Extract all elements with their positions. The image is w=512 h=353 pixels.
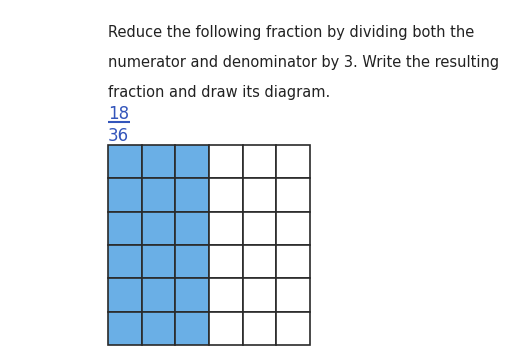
Bar [276, 312, 310, 345]
Text: 36: 36 [108, 127, 129, 145]
Bar [108, 245, 142, 278]
Bar [243, 245, 276, 278]
Bar [175, 245, 209, 278]
Bar [209, 312, 243, 345]
Text: numerator and denominator by 3. Write the resulting: numerator and denominator by 3. Write th… [108, 55, 499, 70]
Bar [108, 278, 142, 312]
Bar [276, 278, 310, 312]
Bar [243, 312, 276, 345]
Bar [209, 212, 243, 245]
Bar [108, 212, 142, 245]
Text: Reduce the following fraction by dividing both the: Reduce the following fraction by dividin… [108, 25, 474, 40]
Bar [108, 145, 142, 178]
Bar [142, 245, 175, 278]
Text: fraction and draw its diagram.: fraction and draw its diagram. [108, 85, 330, 100]
Bar [175, 145, 209, 178]
Bar [209, 178, 243, 212]
Bar [243, 278, 276, 312]
Bar [175, 312, 209, 345]
Bar [175, 178, 209, 212]
Bar [142, 178, 175, 212]
Bar [108, 178, 142, 212]
Bar [209, 245, 243, 278]
Bar [209, 145, 243, 178]
Bar [175, 278, 209, 312]
Bar [175, 212, 209, 245]
Bar [142, 312, 175, 345]
Bar [142, 145, 175, 178]
Bar [276, 212, 310, 245]
Bar [142, 212, 175, 245]
Bar [243, 178, 276, 212]
Bar [243, 145, 276, 178]
Bar [276, 245, 310, 278]
Bar [108, 312, 142, 345]
Text: 18: 18 [108, 105, 129, 123]
Bar [276, 145, 310, 178]
Bar [209, 278, 243, 312]
Bar [276, 178, 310, 212]
Bar [142, 278, 175, 312]
Bar [243, 212, 276, 245]
